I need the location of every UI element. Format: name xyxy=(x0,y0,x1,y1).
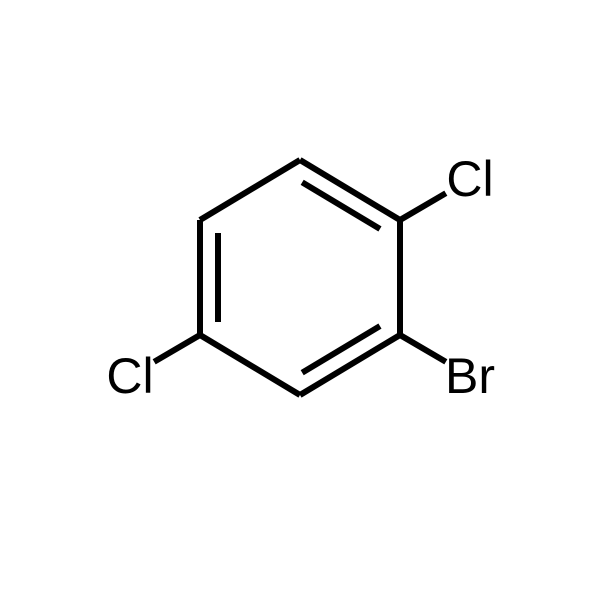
subst-bond-2 xyxy=(154,335,200,362)
ring-bond-0-inner xyxy=(302,182,380,229)
ring-bond-2-inner xyxy=(302,326,380,373)
ring-bond-3 xyxy=(200,335,300,395)
bond-layer xyxy=(154,160,446,395)
br-label: Br xyxy=(445,348,495,404)
cl-top-label: Cl xyxy=(446,151,493,207)
subst-bond-1 xyxy=(400,335,446,362)
molecule-diagram: Cl Br Cl xyxy=(0,0,600,600)
atom-label-layer: Cl Br Cl xyxy=(106,151,495,404)
ring-bond-5 xyxy=(200,160,300,220)
subst-bond-0 xyxy=(400,193,446,220)
cl-bottom-label: Cl xyxy=(106,348,153,404)
